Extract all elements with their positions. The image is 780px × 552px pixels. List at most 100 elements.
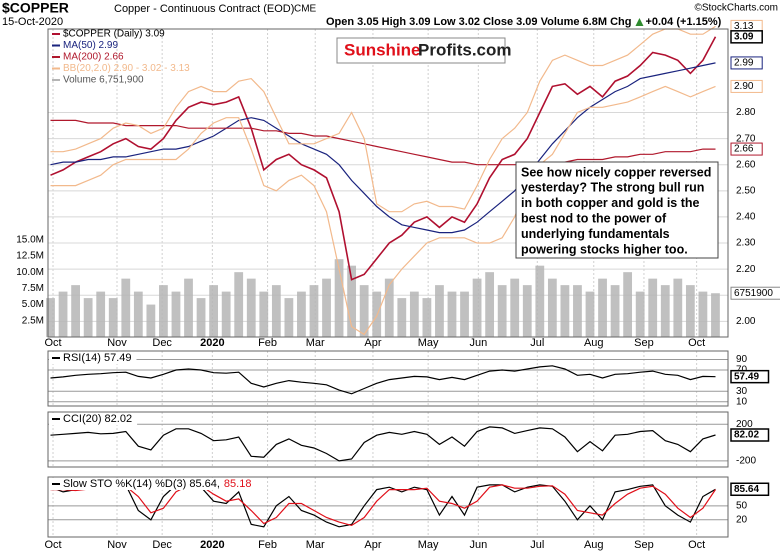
x-tick-label: Mar: [306, 337, 325, 349]
x-tick-label: Mar: [306, 539, 325, 551]
x-tick-label: Feb: [258, 337, 277, 349]
legend-label: BB(20,2.0) 2.90 - 3.02 - 3.13: [63, 63, 190, 74]
volume-bar: [522, 285, 532, 337]
y-tick-label: 20: [736, 514, 748, 525]
exchange: CME: [294, 4, 317, 15]
volume-bar: [159, 285, 168, 337]
volume-bar: [460, 291, 469, 337]
volume-bar: [435, 285, 444, 337]
bb-upper: [50, 25, 716, 213]
volume-bar: [334, 259, 344, 337]
volume-bar: [171, 291, 181, 337]
value-marker: [730, 30, 763, 44]
plots: 2.002.102.202.302.402.502.602.702.802.5M…: [16, 19, 780, 551]
x-tick-label: Jul: [530, 539, 544, 551]
legend-label: MA(200) 2.66: [63, 52, 124, 63]
y-tick-label: 2.40: [736, 212, 756, 223]
y-tick-label: 2.30: [736, 238, 756, 249]
x-tick-label: Apr: [364, 337, 381, 349]
y-tick-label: -200: [736, 455, 756, 466]
volume-bar: [623, 272, 633, 337]
volume-bar: [96, 291, 106, 337]
volume-bar: [585, 291, 595, 337]
volume-bar: [573, 285, 582, 337]
volume-bar: [271, 285, 281, 337]
volume-bar: [598, 278, 607, 337]
volume-bar: [547, 278, 557, 337]
y2-tick-label: 7.5M: [22, 283, 44, 294]
y-tick-label: 90: [736, 354, 748, 365]
legend-label: CCI(20) 82.02: [63, 413, 132, 425]
value-marker: [730, 79, 763, 93]
legend-label: $COPPER (Daily) 3.09: [63, 29, 165, 40]
x-tick-label: Feb: [258, 539, 277, 551]
volume-bar: [422, 298, 432, 337]
volume-bar: [108, 298, 118, 337]
y2-tick-label: 5.0M: [22, 299, 44, 310]
x-tick-label: Jun: [469, 539, 487, 551]
date: 15-Oct-2020: [2, 16, 63, 28]
x-tick-label: Dec: [152, 337, 172, 349]
volume-bar: [71, 285, 80, 337]
y2-tick-label: 12.5M: [16, 251, 44, 262]
value-marker: [730, 482, 770, 497]
x-tick-label: Sep: [634, 337, 654, 349]
y-tick-label: 200: [736, 419, 753, 430]
legend-label: RSI(14) 57.49: [63, 352, 131, 364]
annotation-line: underlying fundamentals: [521, 227, 670, 241]
volume-bar: [711, 293, 720, 337]
volume-bar: [648, 278, 658, 337]
volume-bar: [322, 278, 331, 337]
volume-bar: [610, 285, 620, 337]
x-tick-label: Nov: [107, 337, 127, 349]
volume-bar: [447, 291, 457, 337]
x-tick-label: Oct: [688, 337, 705, 349]
annotation-line: in both copper and gold is the: [521, 196, 700, 210]
x-tick-label: Dec: [152, 539, 172, 551]
value-marker-label: 85.64: [734, 484, 759, 495]
series-line: [50, 365, 716, 395]
volume-bar: [284, 298, 294, 337]
y-tick-label: 2.50: [736, 185, 756, 196]
credit: ©StockCharts.com: [694, 3, 778, 14]
volume-bar: [409, 291, 419, 337]
legend-label: 85.18: [224, 478, 252, 490]
y-tick-label: 50: [736, 500, 748, 511]
x-tick-label: Aug: [584, 539, 604, 551]
volume-bar: [221, 291, 231, 337]
value-marker: [730, 56, 763, 70]
volume-bar: [58, 291, 68, 337]
x-tick-label: May: [418, 337, 439, 349]
value-marker-label: 3.09: [734, 31, 754, 42]
value-marker: [730, 428, 770, 442]
series-line: [50, 36, 717, 281]
volume-bar: [673, 278, 683, 337]
panel-frame: [47, 476, 729, 538]
volume-bar: [372, 291, 382, 337]
volume-bar: [209, 285, 218, 337]
x-tick-label: Aug: [584, 337, 604, 349]
y-tick-label: 30: [736, 386, 748, 397]
annotation-box: [515, 161, 719, 259]
symbol: $COPPER: [2, 0, 69, 16]
panel-frame: [47, 350, 729, 407]
volume-bar: [259, 291, 269, 337]
volume-bar: [83, 298, 93, 337]
panel-bg: [48, 351, 728, 406]
value-marker-label: 57.49: [734, 371, 759, 382]
x-tick-label: 2020: [200, 539, 224, 551]
x-tick-label: Oct: [688, 539, 705, 551]
legend-bg: [49, 478, 257, 490]
panel-frame: [47, 28, 729, 338]
x-tick-label: Jul: [530, 337, 544, 349]
value-marker: [730, 369, 770, 384]
value-marker-label: 6751900: [734, 288, 773, 299]
volume-bar: [472, 278, 482, 337]
panel-frame: [47, 411, 729, 468]
annotation-line: yesterday? The strong bull run: [521, 181, 704, 195]
series-line: [50, 426, 716, 462]
value-marker-label: 2.99: [734, 58, 754, 69]
value-marker: [730, 286, 780, 300]
watermark-b: Profits.com: [418, 40, 512, 59]
